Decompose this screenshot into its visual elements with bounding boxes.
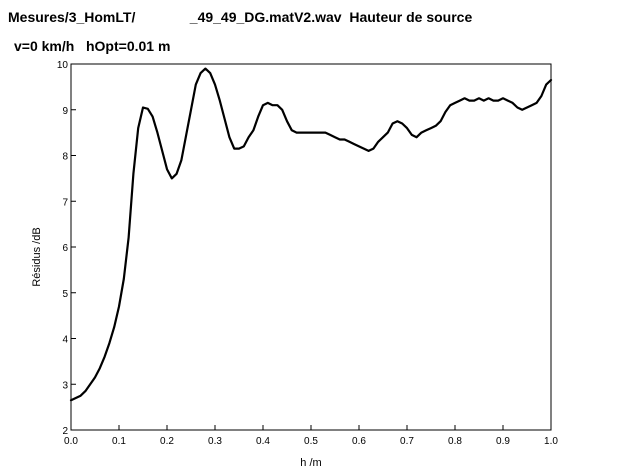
x-tick-label: 0.7 (400, 436, 414, 447)
chart-title-line-1: Mesures/3_HomLT/ _49_49_DG.matV2.wav Hau… (8, 9, 473, 25)
x-tick-label: 1.0 (544, 436, 558, 447)
plot-area: 0.0 0.1 0.2 0.3 0.4 0.5 0.6 0.7 0.8 0.9 1.0 2 3 4 5 6 7 8… (31, 60, 558, 469)
y-tick-label: 3 (62, 380, 68, 391)
x-tick-label: 0.6 (352, 436, 366, 447)
x-tick-label: 0.5 (304, 436, 318, 447)
x-tick-label: 0.1 (112, 436, 126, 447)
x-tick-label: 0.3 (208, 436, 222, 447)
x-tick-label: 0.2 (160, 436, 174, 447)
y-tick-label: 9 (62, 106, 68, 117)
y-tick-label: 4 (62, 335, 68, 346)
y-tick-label: 6 (62, 243, 68, 254)
x-tick-label: 0.8 (448, 436, 462, 447)
x-tick-label: 0.4 (256, 436, 270, 447)
y-tick-label: 5 (62, 289, 68, 300)
x-tick-label: 0.0 (64, 436, 78, 447)
x-axis-label: h /m (300, 457, 321, 469)
chart-title-line-2: v=0 km/h hOpt=0.01 m (14, 38, 171, 54)
y-tick-label: 7 (62, 197, 68, 208)
y-axis-label: Résidus /dB (31, 227, 43, 286)
plot-frame (70, 63, 552, 431)
y-tick-label: 2 (62, 426, 68, 437)
y-tick-label: 8 (62, 152, 68, 163)
y-tick-label: 10 (57, 60, 69, 71)
x-tick-label: 0.9 (496, 436, 510, 447)
series-line (69, 67, 553, 402)
